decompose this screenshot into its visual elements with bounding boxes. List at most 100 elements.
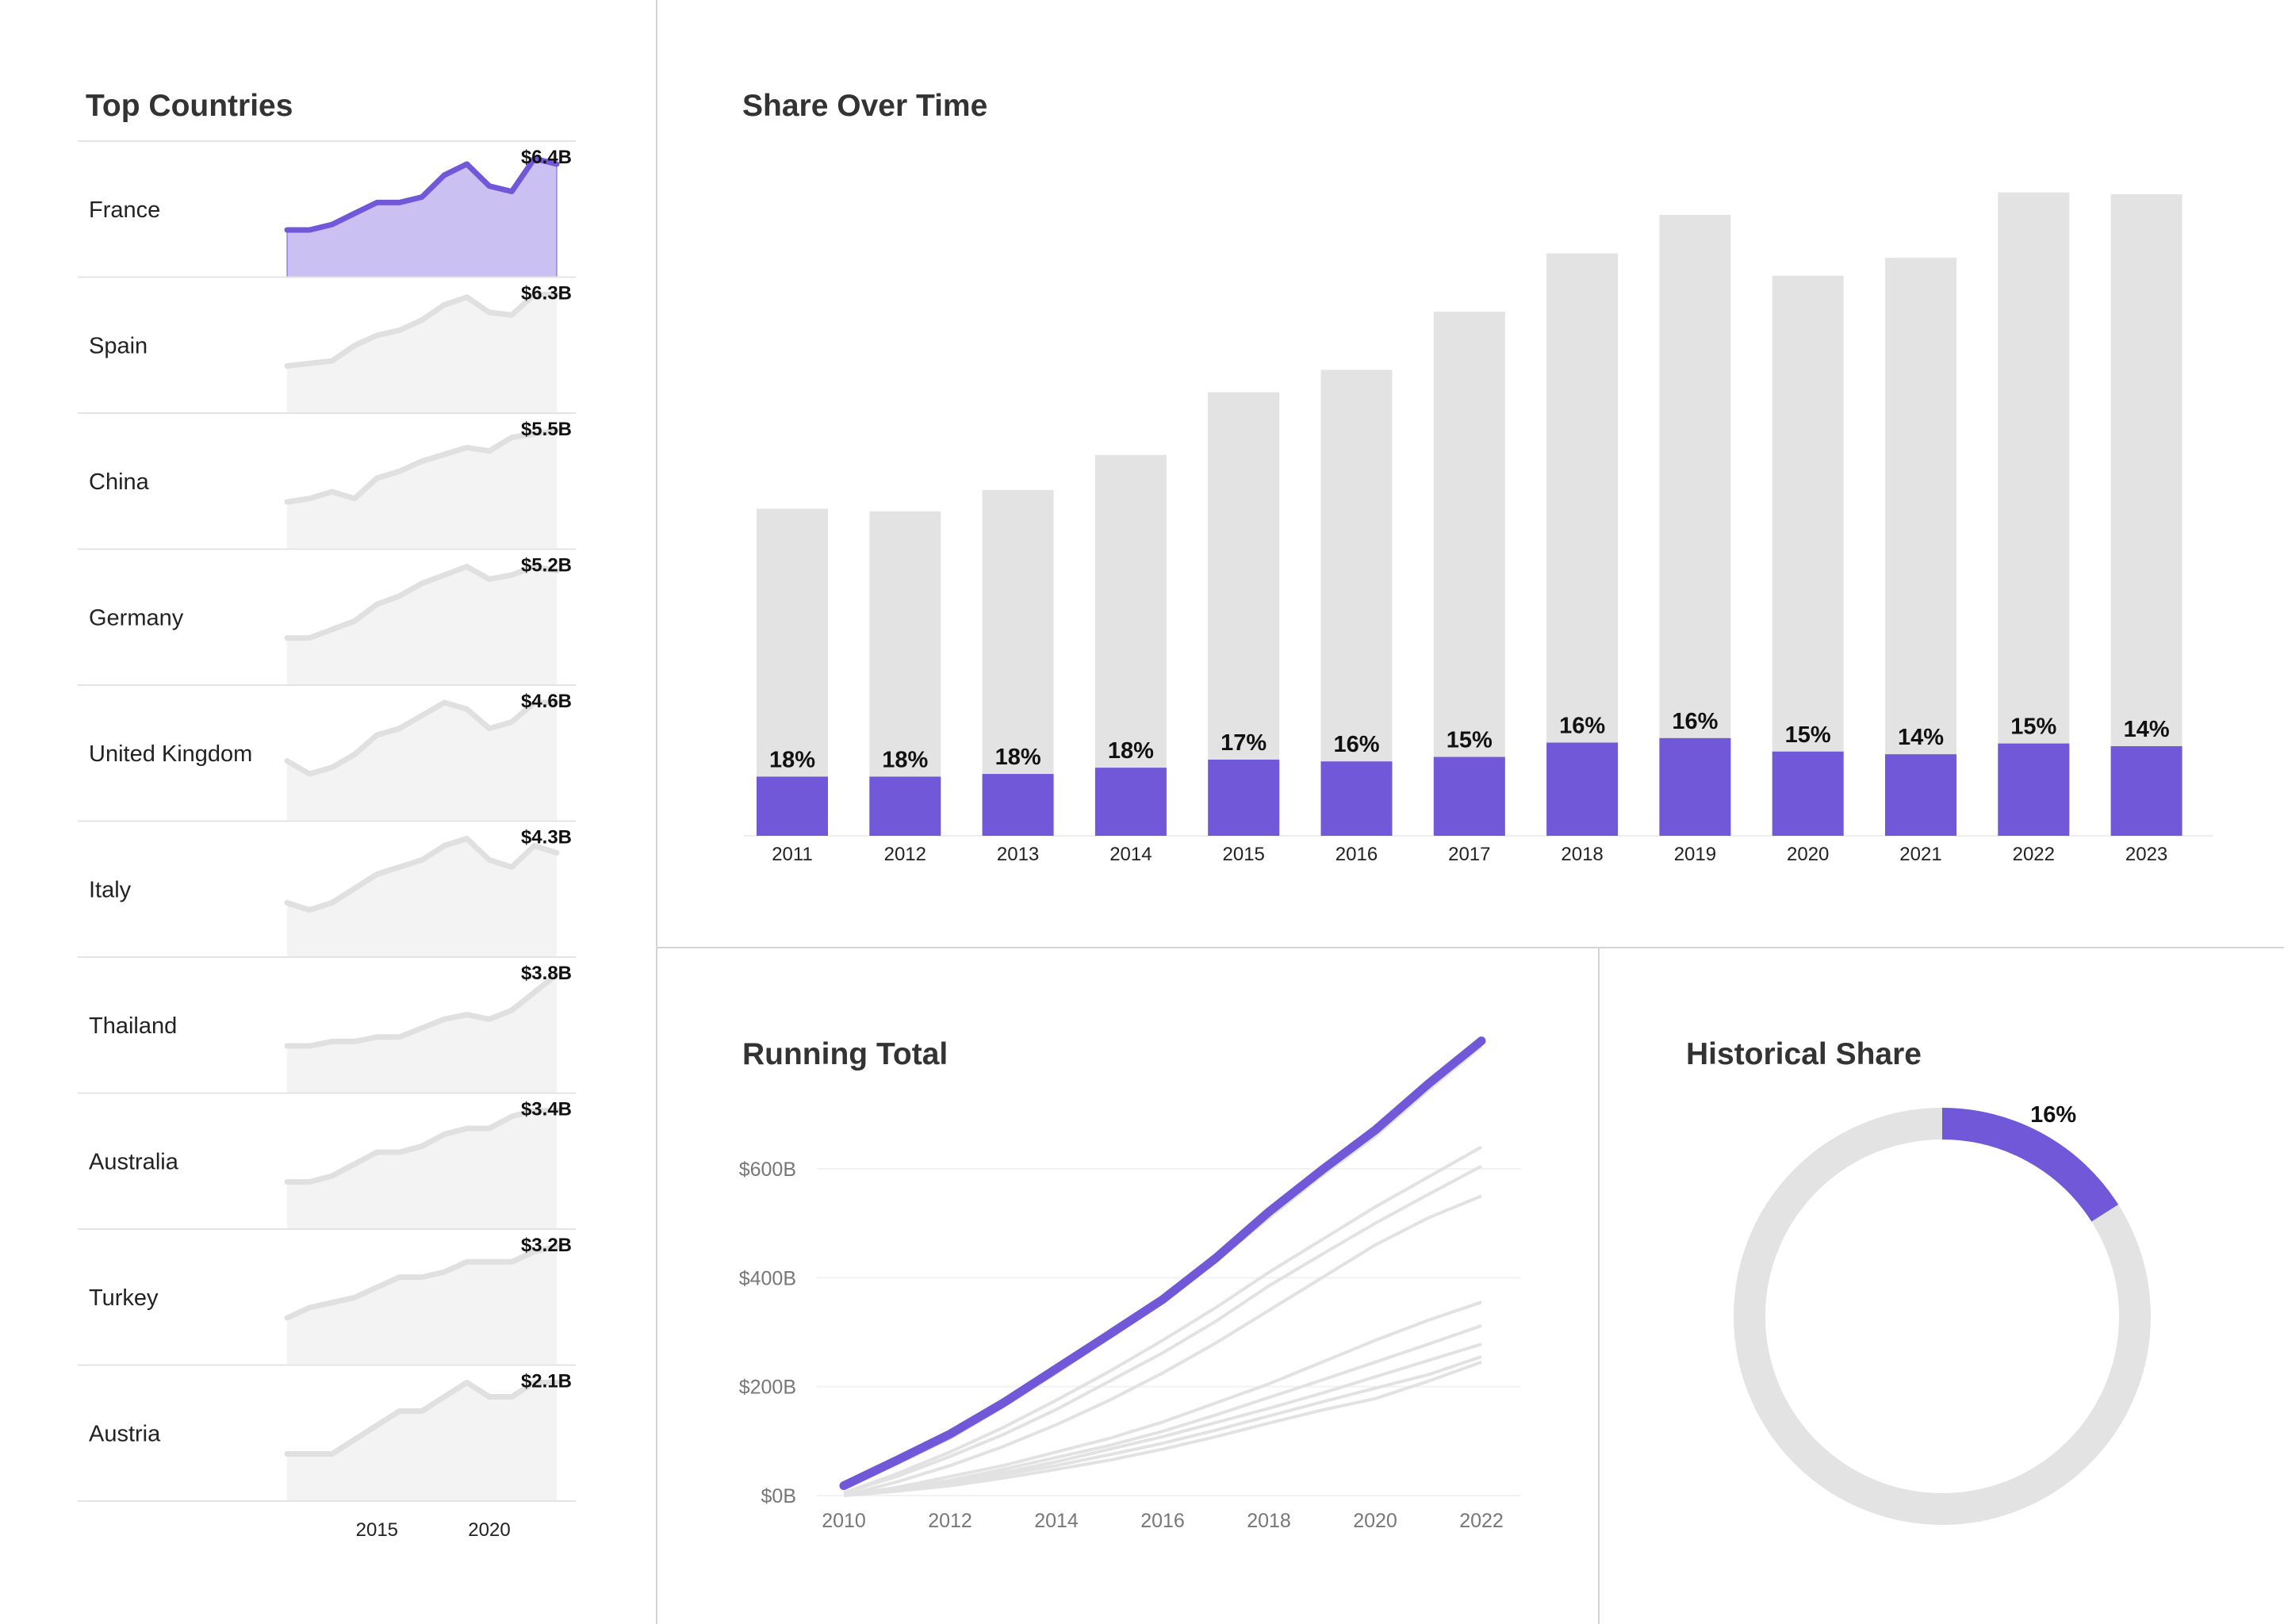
country-label: Germany bbox=[89, 606, 184, 631]
bar-share bbox=[982, 774, 1054, 836]
country-row: United Kingdom $4.6B bbox=[78, 684, 576, 822]
line-x-tick: 2016 bbox=[1140, 1510, 1185, 1532]
bar-x-tick: 2013 bbox=[997, 844, 1039, 865]
sparkline-line bbox=[284, 699, 560, 777]
running-total-line bbox=[843, 1194, 1482, 1497]
bar-share bbox=[2110, 746, 2182, 836]
sparkline-line bbox=[284, 1243, 560, 1321]
sparkline-area bbox=[287, 703, 557, 822]
bar-data-label: 18% bbox=[769, 747, 815, 772]
country-label: Turkey bbox=[89, 1285, 159, 1311]
country-row: Australia $3.4B bbox=[78, 1092, 576, 1229]
running-total-chart: $0B $200B $400B $600B 2010 2012 2014 2016 2018 20… bbox=[739, 1036, 1521, 1532]
country-label: Italy bbox=[89, 878, 132, 903]
bar-total bbox=[1885, 258, 1956, 836]
line-y-tick: $200B bbox=[739, 1377, 796, 1399]
country-row: Italy $4.3B bbox=[78, 820, 576, 957]
bar-data-label: 18% bbox=[995, 745, 1041, 770]
bar-total bbox=[1998, 192, 2070, 836]
sparkline-value-label: $6.4B bbox=[521, 147, 572, 168]
top-countries-sparklines: France $6.4B Spain $6.3B China $5.5B Germany $5… bbox=[78, 140, 576, 1541]
sparkline-area bbox=[287, 838, 557, 957]
country-row: Germany $5.2B bbox=[78, 548, 576, 685]
bar-total bbox=[1772, 275, 1844, 836]
bar-total bbox=[1546, 253, 1619, 836]
country-row: Turkey $3.2B bbox=[78, 1228, 576, 1365]
sparkline-value-label: $3.8B bbox=[521, 963, 572, 984]
sparkline-value-label: $6.3B bbox=[521, 283, 572, 304]
sparkline-value-label: $3.2B bbox=[521, 1235, 572, 1256]
bar-x-tick: 2023 bbox=[2125, 844, 2167, 865]
bar-total bbox=[1433, 311, 1505, 836]
running-total-line-highlight bbox=[839, 1036, 1486, 1491]
sparkline-line bbox=[284, 564, 560, 641]
line-x-tick: 2022 bbox=[1459, 1510, 1504, 1532]
country-label: Thailand bbox=[89, 1013, 177, 1039]
historical-share-chart: 16% bbox=[1734, 1102, 2151, 1525]
bar-data-label: 15% bbox=[2010, 714, 2056, 740]
running-total-line bbox=[843, 1164, 1482, 1495]
country-label: Australia bbox=[89, 1150, 179, 1175]
sparkline-line bbox=[284, 1380, 560, 1457]
country-label: Austria bbox=[89, 1422, 161, 1447]
sparkline-x-tick: 2020 bbox=[468, 1519, 510, 1541]
country-label: China bbox=[89, 469, 150, 495]
sparkline-line bbox=[284, 427, 560, 505]
share-over-time-chart: 18% 2011 18% 2012 18% 2013 18% 2014 17% 2015 16% 20… bbox=[744, 192, 2213, 865]
bar-share bbox=[1208, 759, 1280, 836]
bar-share bbox=[1094, 768, 1167, 836]
sparkline-value-label: $4.3B bbox=[521, 827, 572, 848]
historical-share-title: Historical Share bbox=[1686, 1037, 1922, 1071]
bar-data-label: 16% bbox=[1672, 709, 1718, 734]
line-y-tick: $400B bbox=[739, 1267, 796, 1289]
sparkline-line bbox=[284, 971, 560, 1049]
bar-total bbox=[1320, 370, 1393, 836]
bar-x-tick: 2011 bbox=[772, 844, 813, 865]
sparkline-value-label: $5.5B bbox=[521, 419, 572, 440]
line-x-tick: 2014 bbox=[1034, 1510, 1079, 1532]
bar-x-tick: 2022 bbox=[2013, 844, 2055, 865]
bar-share bbox=[1546, 742, 1619, 836]
bar-share bbox=[1772, 751, 1844, 836]
bar-x-tick: 2016 bbox=[1336, 844, 1378, 865]
vertical-divider-main bbox=[656, 0, 657, 1624]
country-row: China $5.5B bbox=[78, 412, 576, 550]
bar-share bbox=[1885, 754, 1956, 836]
bar-x-tick: 2018 bbox=[1561, 844, 1603, 865]
bar-data-label: 15% bbox=[1447, 728, 1493, 753]
bar-total bbox=[1659, 214, 1731, 836]
bar-data-label: 16% bbox=[1559, 713, 1605, 738]
sparkline-area bbox=[287, 1110, 557, 1229]
sparkline-line bbox=[284, 292, 560, 369]
bar-x-tick: 2017 bbox=[1448, 844, 1490, 865]
sparkline-line bbox=[284, 836, 560, 913]
sparkline-area bbox=[287, 975, 557, 1094]
bar-x-tick: 2015 bbox=[1223, 844, 1265, 865]
bar-data-label: 15% bbox=[1785, 722, 1831, 748]
country-label: United Kingdom bbox=[89, 741, 252, 767]
bar-data-label: 18% bbox=[1108, 738, 1154, 764]
vertical-divider-bottom bbox=[1598, 947, 1600, 1624]
country-row: Thailand $3.8B bbox=[78, 956, 576, 1094]
horizontal-divider-right bbox=[656, 947, 2284, 948]
bar-x-tick: 2012 bbox=[884, 844, 926, 865]
running-total-line bbox=[843, 1342, 1482, 1497]
bar-share bbox=[1320, 761, 1393, 836]
sparkline-area bbox=[287, 566, 557, 685]
bar-data-label: 16% bbox=[1333, 732, 1379, 757]
top-countries-title: Top Countries bbox=[86, 89, 293, 123]
bar-x-tick: 2014 bbox=[1109, 844, 1152, 865]
country-label: France bbox=[89, 197, 160, 223]
sparkline-line bbox=[284, 155, 560, 233]
sparkline-area bbox=[287, 1247, 557, 1365]
sparkline-value-label: $4.6B bbox=[521, 691, 572, 712]
bar-data-label: 18% bbox=[882, 747, 928, 772]
bar-x-tick: 2020 bbox=[1787, 844, 1829, 865]
bar-data-label: 14% bbox=[1898, 725, 1944, 750]
bar-share bbox=[1659, 737, 1731, 836]
line-x-tick: 2020 bbox=[1353, 1510, 1397, 1532]
sparkline-area bbox=[287, 1382, 557, 1501]
country-label: Spain bbox=[89, 334, 148, 359]
country-row: France $6.4B bbox=[78, 140, 576, 278]
donut-slice-highlight bbox=[1941, 1108, 2119, 1222]
